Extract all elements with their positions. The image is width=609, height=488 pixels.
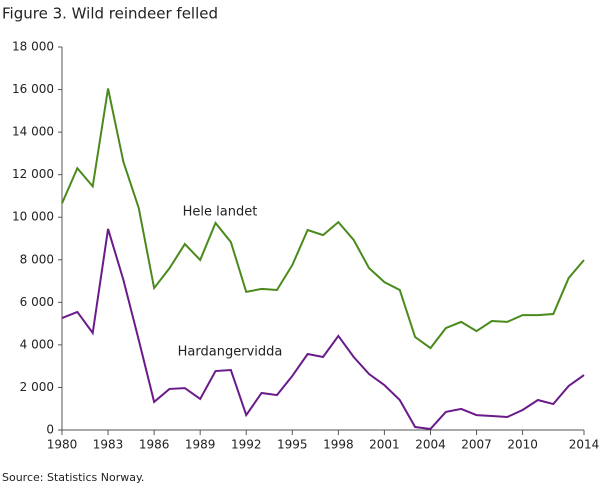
x-tick-label: 2004	[415, 438, 446, 452]
source: Source: Statistics Norway.	[2, 471, 144, 484]
x-tick-label: 2014	[569, 438, 600, 452]
x-tick-label: 1983	[93, 438, 124, 452]
x-tick-label: 2001	[369, 438, 400, 452]
x-tick-label: 1986	[139, 438, 170, 452]
y-tick-label: 12 000	[12, 167, 54, 181]
x-tick-label: 1992	[231, 438, 262, 452]
series-line	[61, 88, 585, 350]
x-tick-label: 1995	[277, 438, 308, 452]
x-tick-label: 2010	[507, 438, 538, 452]
x-tick-label: 1980	[47, 438, 78, 452]
series-line	[61, 228, 585, 430]
y-tick-label: 14 000	[12, 125, 54, 139]
y-tick-label: 0	[46, 423, 54, 437]
y-tick-label: 10 000	[12, 210, 54, 224]
chart-title: Figure 3. Wild reindeer felled	[2, 5, 218, 23]
y-tick-label: 18 000	[12, 40, 54, 54]
series-label: Hele landet	[183, 205, 258, 220]
x-tick-label: 1998	[323, 438, 354, 452]
y-tick-label: 4 000	[20, 337, 54, 351]
series-label: Hardangervidda	[178, 345, 283, 360]
y-tick-label: 8 000	[20, 252, 54, 266]
y-tick-label: 2 000	[20, 380, 54, 394]
x-tick-label: 2007	[461, 438, 492, 452]
x-tick-label: 1989	[185, 438, 216, 452]
y-tick-label: 16 000	[12, 82, 54, 96]
y-tick-label: 6 000	[20, 295, 54, 309]
